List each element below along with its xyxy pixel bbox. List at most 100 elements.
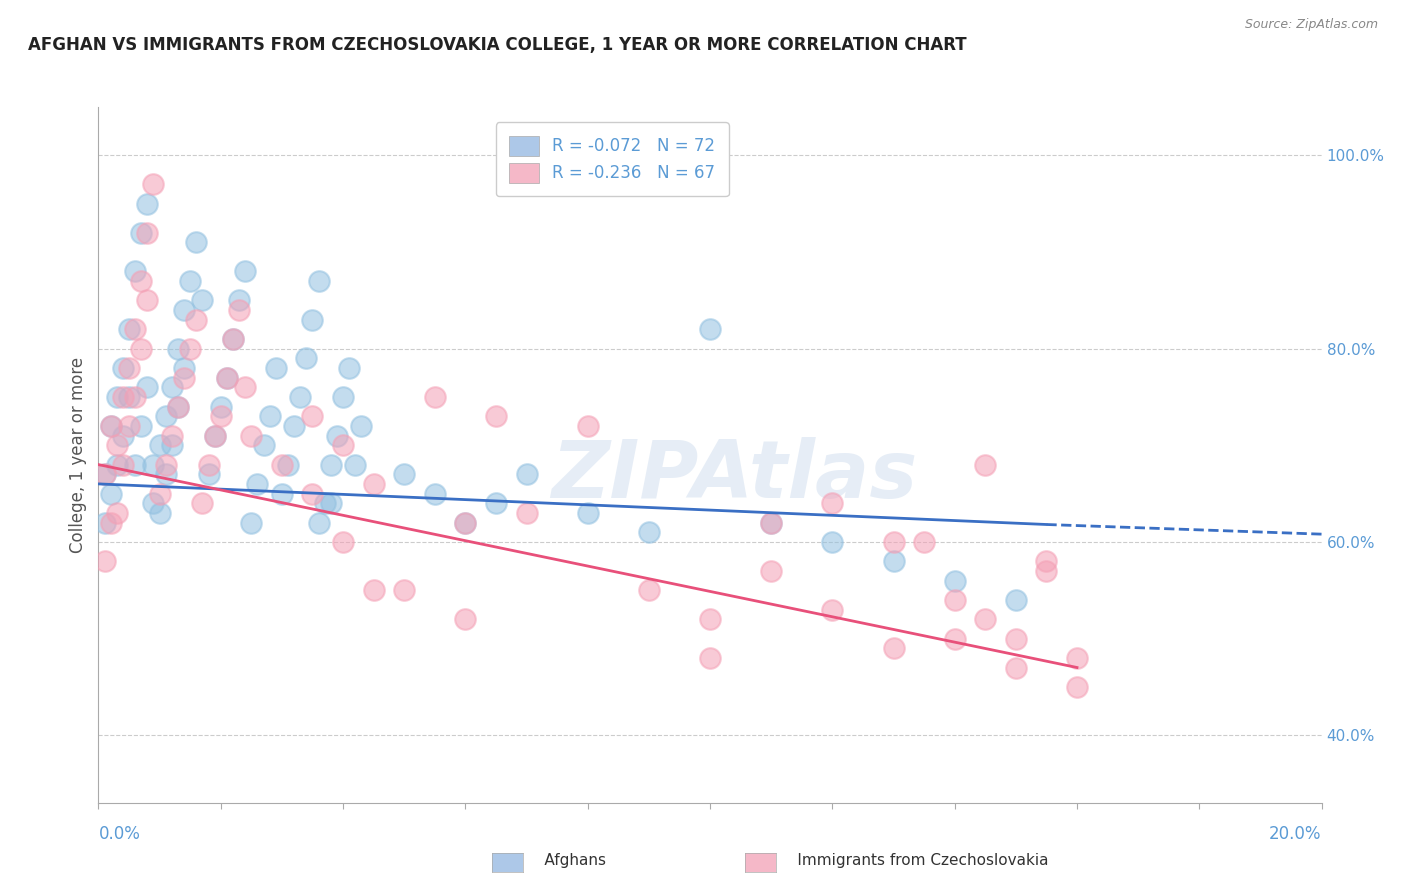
Point [124,264,146,278]
Point [111,390,134,404]
Point [124,390,146,404]
Point [136,226,159,240]
Point [155,409,177,424]
Point [301,409,323,424]
Point [759,564,782,578]
Point [576,419,599,434]
Point [118,322,141,336]
Point [233,264,256,278]
Point [423,390,446,404]
Point [240,428,263,442]
Point [124,458,146,472]
Point [173,361,195,376]
Point [821,535,844,549]
Point [326,428,349,442]
Point [1004,660,1026,674]
Point [124,322,146,336]
Point [319,496,342,510]
Point [100,419,122,434]
Point [209,409,232,424]
Point [392,467,416,482]
Point [392,583,416,598]
Point [301,486,323,500]
Point [129,226,152,240]
Point [197,458,219,472]
Point [118,361,141,376]
Point [191,496,214,510]
Point [423,486,446,500]
Point [883,641,905,656]
Point [233,380,256,394]
Point [454,516,477,530]
Point [222,332,245,346]
Point [974,612,997,626]
Point [332,535,354,549]
Point [943,632,966,646]
Point [314,496,336,510]
Point [516,467,538,482]
Point [105,506,128,520]
Point [105,438,128,452]
Point [191,293,214,308]
Point [259,409,281,424]
Point [129,419,152,434]
Point [105,390,128,404]
Text: Source: ZipAtlas.com: Source: ZipAtlas.com [1244,18,1378,31]
Text: Afghans: Afghans [520,854,606,868]
Point [136,380,159,394]
Point [149,506,172,520]
Point [136,196,159,211]
Point [576,506,599,520]
Point [1066,651,1088,665]
Point [93,467,115,482]
Point [337,361,360,376]
Point [1004,592,1026,607]
Point [270,458,292,472]
Point [699,322,721,336]
Point [252,438,274,452]
Point [111,458,134,472]
Point [637,525,661,540]
Point [179,342,201,356]
Point [943,574,966,588]
Point [1004,632,1026,646]
Point [264,361,287,376]
Point [974,458,997,472]
Point [173,303,195,318]
Point [759,516,782,530]
Point [136,293,159,308]
Point [100,486,122,500]
Point [167,400,190,414]
Point [759,516,782,530]
Point [204,428,226,442]
Point [93,467,115,482]
Point [160,438,183,452]
Point [516,506,538,520]
Text: AFGHAN VS IMMIGRANTS FROM CZECHOSLOVAKIA COLLEGE, 1 YEAR OR MORE CORRELATION CHA: AFGHAN VS IMMIGRANTS FROM CZECHOSLOVAKIA… [28,36,967,54]
Point [270,486,292,500]
Text: Immigrants from Czechoslovakia: Immigrants from Czechoslovakia [773,854,1049,868]
Point [160,380,183,394]
Point [821,602,844,616]
Point [485,409,508,424]
Text: 20.0%: 20.0% [1270,825,1322,843]
Point [821,496,844,510]
Point [100,419,122,434]
Point [301,312,323,326]
Point [699,612,721,626]
Point [332,438,354,452]
Legend: R = -0.072   N = 72, R = -0.236   N = 67: R = -0.072 N = 72, R = -0.236 N = 67 [496,122,728,196]
Point [215,370,238,384]
Point [290,390,312,404]
Y-axis label: College, 1 year or more: College, 1 year or more [69,357,87,553]
Point [149,438,172,452]
Point [197,467,219,482]
Point [204,428,226,442]
Point [105,458,128,472]
Point [186,312,208,326]
Point [485,496,508,510]
Point [215,370,238,384]
Point [883,554,905,568]
Point [149,486,172,500]
Point [118,419,141,434]
